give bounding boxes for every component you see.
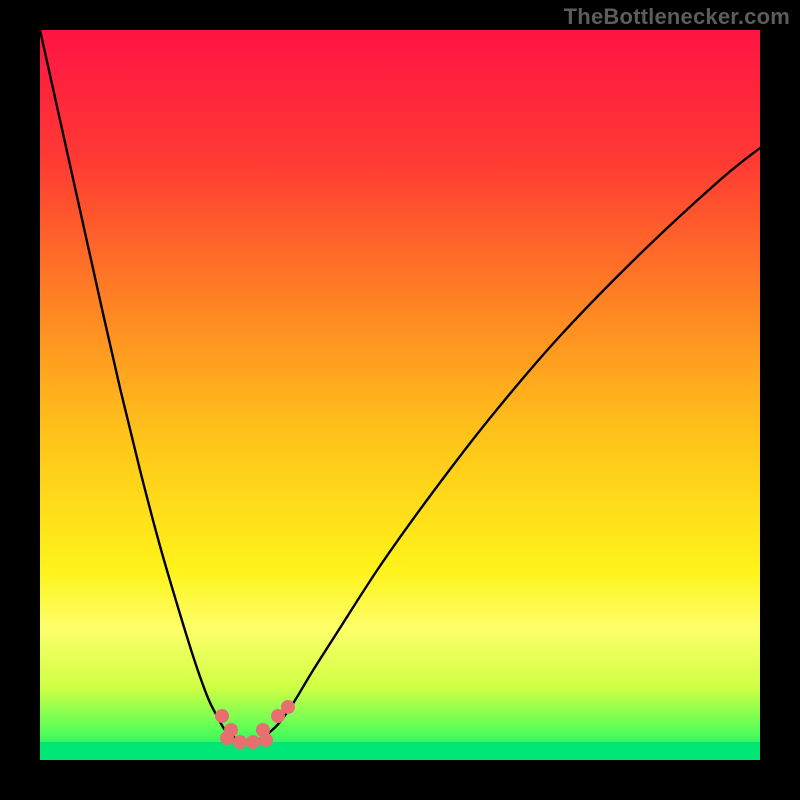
valley-marker: [215, 709, 229, 723]
curves-layer: [0, 0, 800, 800]
valley-marker: [256, 723, 270, 737]
valley-marker: [281, 700, 295, 714]
valley-marker: [233, 735, 247, 749]
v-curve-left-leg: [40, 30, 255, 740]
valley-marker: [246, 735, 260, 749]
valley-marker: [220, 731, 234, 745]
v-curve-right-leg: [255, 148, 760, 740]
valley-markers-group: [215, 700, 295, 749]
chart-container: TheBottlenecker.com: [0, 0, 800, 800]
